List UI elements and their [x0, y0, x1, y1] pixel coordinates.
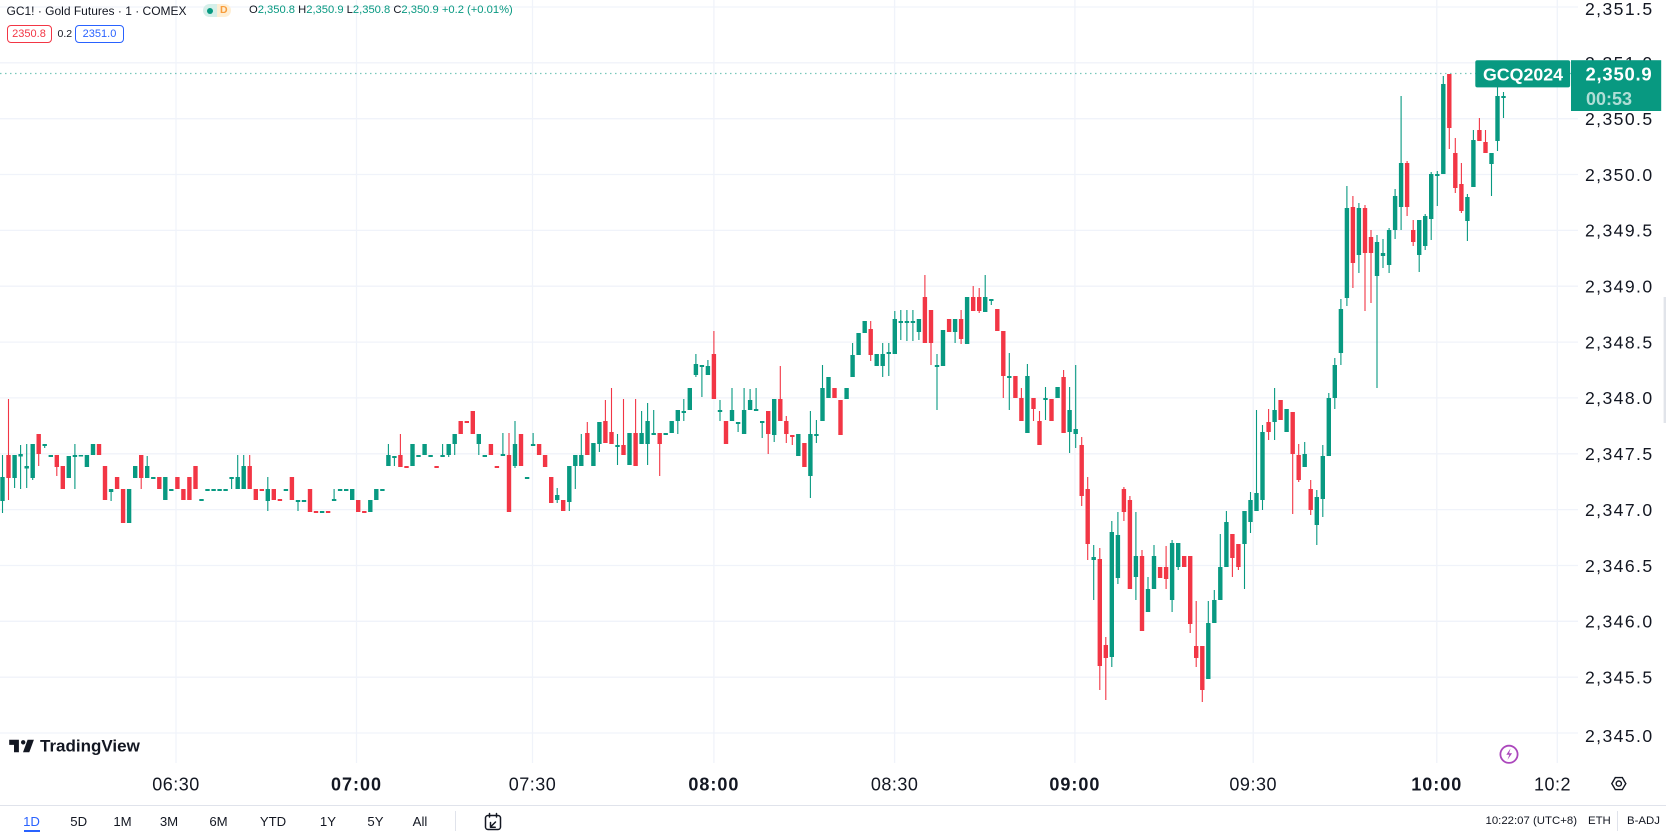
svg-text:2,350.0: 2,350.0 [1585, 165, 1654, 185]
svg-text:07:30: 07:30 [509, 775, 557, 795]
svg-text:2,350.9: 2,350.9 [1586, 64, 1653, 85]
svg-text:GCQ2024: GCQ2024 [1483, 65, 1563, 85]
svg-text:2,346.0: 2,346.0 [1585, 612, 1654, 632]
svg-text:10:2: 10:2 [1534, 775, 1571, 795]
svg-text:2,345.5: 2,345.5 [1585, 668, 1654, 688]
svg-text:2,349.5: 2,349.5 [1585, 221, 1654, 241]
svg-text:00:53: 00:53 [1586, 89, 1632, 109]
svg-text:2,350.5: 2,350.5 [1585, 109, 1654, 129]
svg-text:09:30: 09:30 [1229, 775, 1277, 795]
svg-text:2,345.0: 2,345.0 [1585, 726, 1654, 746]
svg-text:2,348.0: 2,348.0 [1585, 388, 1654, 408]
svg-text:2,347.5: 2,347.5 [1585, 444, 1654, 464]
svg-text:10:00: 10:00 [1411, 775, 1462, 795]
svg-text:2,351.5: 2,351.5 [1585, 0, 1654, 19]
svg-text:07:00: 07:00 [331, 775, 382, 795]
svg-text:2,348.5: 2,348.5 [1585, 332, 1654, 352]
svg-text:06:30: 06:30 [152, 775, 200, 795]
svg-text:08:30: 08:30 [871, 775, 919, 795]
svg-text:08:00: 08:00 [688, 775, 739, 795]
svg-text:09:00: 09:00 [1049, 775, 1100, 795]
svg-text:2,347.0: 2,347.0 [1585, 500, 1654, 520]
svg-text:2,349.0: 2,349.0 [1585, 277, 1654, 297]
svg-text:2,346.5: 2,346.5 [1585, 556, 1654, 576]
svg-text:TradingView: TradingView [40, 736, 141, 755]
